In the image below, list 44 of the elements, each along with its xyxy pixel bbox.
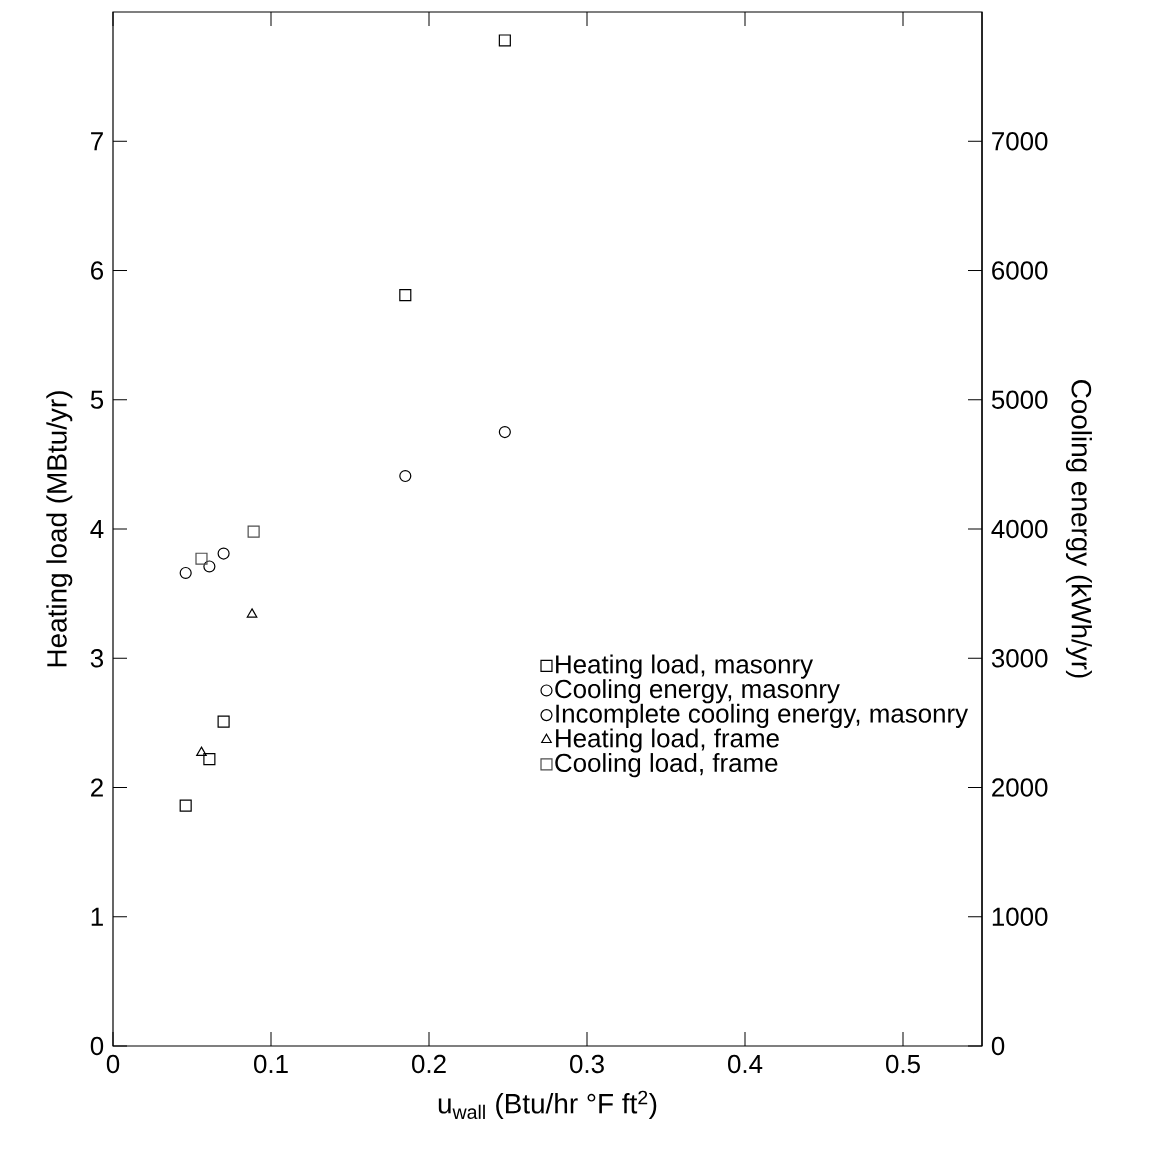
y2-tick-label: 4000 <box>991 519 1048 539</box>
y2-tick-label: 2000 <box>992 778 1048 797</box>
y2-tick-label: 6000 <box>992 261 1048 280</box>
point <box>399 288 412 302</box>
point <box>217 715 230 728</box>
x-tick-label: 0.2 <box>412 1054 446 1074</box>
point <box>196 746 207 756</box>
point <box>399 469 412 483</box>
y2-tick-label: 5000 <box>991 390 1048 409</box>
point <box>179 799 192 812</box>
x-tick-label: 0.3 <box>570 1054 604 1074</box>
legend-label: Heating load, frame <box>556 728 779 753</box>
y-axis-title: Heating load (MBtu/yr) <box>46 391 73 667</box>
point <box>179 566 192 580</box>
y2-tick-label: 0 <box>991 1036 1005 1056</box>
y2-tick-label: 1000 <box>992 907 1048 926</box>
y-tick-label: 3 <box>90 649 104 668</box>
y-tick-label: 0 <box>90 1036 104 1056</box>
y2-axis-title: Cooling energy (kWh/yr) <box>1065 380 1092 678</box>
y-tick-label: 1 <box>91 907 103 926</box>
point <box>498 34 511 47</box>
point <box>498 425 511 439</box>
x-tick-label: 0.5 <box>886 1054 920 1074</box>
point <box>247 525 260 538</box>
legend-label: Heating load, masonry <box>556 654 814 679</box>
x-tick-label: 0 <box>106 1054 120 1074</box>
y-tick-label: 6 <box>91 261 104 280</box>
y2-tick-label: 7000 <box>992 132 1048 151</box>
legend-label: Cooling energy, masonry <box>555 679 840 704</box>
point <box>246 608 258 618</box>
y-tick-label: 4 <box>90 520 104 538</box>
point <box>217 547 230 560</box>
y-tick-label: 2 <box>91 778 103 797</box>
x-tick-label: 0.4 <box>728 1054 763 1074</box>
point <box>203 560 216 573</box>
legend-label: Incomplete cooling energy, masonry <box>556 703 969 728</box>
y2-tick-label: 3000 <box>991 649 1048 668</box>
point <box>203 752 216 766</box>
y-tick-label: 7 <box>91 132 103 151</box>
x-axis-title: u$_{wall}$ (Btu/hr °F ft$^{2}$) <box>438 1090 657 1120</box>
x-tick-label: 0.1 <box>254 1054 288 1074</box>
y-tick-label: 5 <box>90 390 104 409</box>
point <box>195 552 208 565</box>
legend-label: Cooling load, frame <box>555 753 778 778</box>
